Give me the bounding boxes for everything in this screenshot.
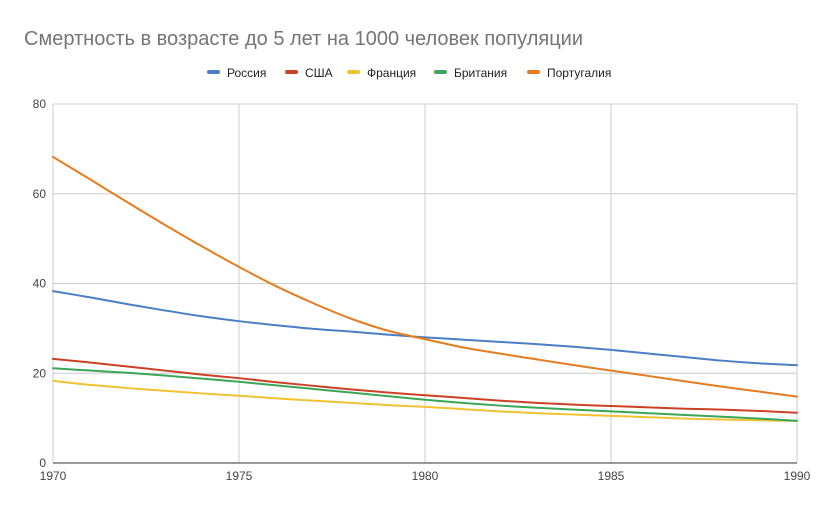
series-line-3 — [52, 367, 798, 422]
y-tick-label: 60 — [33, 187, 47, 201]
legend-swatch — [207, 70, 220, 74]
chart-title: Смертность в возрасте до 5 лет на 1000 ч… — [24, 28, 583, 50]
legend-swatch — [285, 70, 298, 74]
legend-swatch — [527, 70, 540, 74]
x-tick-label: 1990 — [784, 469, 811, 483]
y-tick-label: 80 — [33, 97, 47, 111]
y-tick-label: 0 — [39, 456, 46, 470]
y-tick-label: 20 — [33, 366, 47, 380]
legend-label: Франция — [367, 66, 416, 80]
legend-label: Россия — [227, 66, 266, 80]
legend-label: Португалия — [547, 66, 611, 80]
series-line-2 — [52, 379, 798, 422]
legend-label: США — [305, 66, 333, 80]
series-line-1 — [52, 357, 798, 414]
legend-swatch — [347, 70, 360, 74]
series-line-0 — [52, 290, 798, 367]
plot-area — [52, 155, 798, 422]
x-tick-label: 1970 — [40, 469, 67, 483]
axes: 0 20 40 60 80 1970 1975 1980 1985 1990 — [33, 97, 811, 483]
x-tick-label: 1980 — [412, 469, 439, 483]
x-tick-label: 1975 — [226, 469, 253, 483]
legend: Россия США Франция Британия Португалия — [207, 66, 611, 80]
x-tick-label: 1985 — [598, 469, 625, 483]
legend-label: Британия — [454, 66, 507, 80]
grid — [52, 103, 798, 463]
series-line-4 — [52, 155, 798, 398]
y-tick-label: 40 — [33, 277, 47, 291]
legend-swatch — [434, 70, 447, 74]
